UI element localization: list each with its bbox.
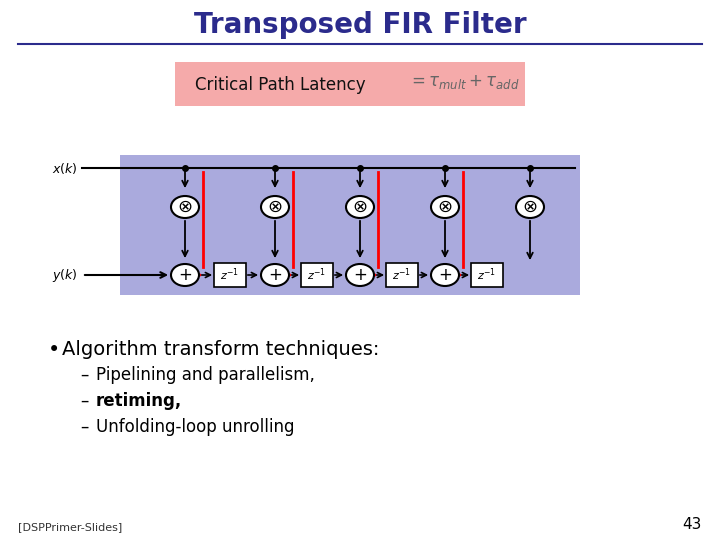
Text: Algorithm transform techniques:: Algorithm transform techniques: [62, 340, 379, 359]
FancyBboxPatch shape [175, 62, 525, 106]
Ellipse shape [346, 264, 374, 286]
Text: $+$: $+$ [353, 266, 367, 284]
Text: –: – [80, 418, 89, 436]
Text: –: – [80, 392, 89, 410]
Ellipse shape [346, 196, 374, 218]
Ellipse shape [431, 196, 459, 218]
FancyBboxPatch shape [120, 155, 580, 295]
Ellipse shape [171, 264, 199, 286]
Text: $\otimes$: $\otimes$ [177, 198, 193, 216]
FancyBboxPatch shape [214, 263, 246, 287]
Text: $= \tau_{mult} + \tau_{add}$: $= \tau_{mult} + \tau_{add}$ [408, 73, 520, 91]
FancyBboxPatch shape [471, 263, 503, 287]
Text: –: – [80, 366, 89, 384]
Text: $z^{-1}$: $z^{-1}$ [477, 267, 497, 284]
Text: retiming,: retiming, [96, 392, 182, 410]
Text: •: • [48, 340, 60, 360]
Text: Critical Path Latency: Critical Path Latency [195, 76, 366, 94]
Text: $z^{-1}$: $z^{-1}$ [220, 267, 240, 284]
Text: $z^{-1}$: $z^{-1}$ [392, 267, 412, 284]
Ellipse shape [171, 196, 199, 218]
Text: $x(k)$: $x(k)$ [53, 160, 78, 176]
Text: [DSPPrimer-Slides]: [DSPPrimer-Slides] [18, 522, 122, 532]
Text: $\otimes$: $\otimes$ [267, 198, 283, 216]
Text: $\otimes$: $\otimes$ [352, 198, 368, 216]
Text: $+$: $+$ [438, 266, 452, 284]
Text: 43: 43 [683, 517, 702, 532]
FancyBboxPatch shape [301, 263, 333, 287]
FancyBboxPatch shape [386, 263, 418, 287]
Ellipse shape [516, 196, 544, 218]
Text: $\otimes$: $\otimes$ [522, 198, 538, 216]
Ellipse shape [431, 264, 459, 286]
Text: Unfolding-loop unrolling: Unfolding-loop unrolling [96, 418, 294, 436]
Text: $+$: $+$ [178, 266, 192, 284]
Ellipse shape [261, 264, 289, 286]
Text: $\otimes$: $\otimes$ [437, 198, 453, 216]
Ellipse shape [261, 196, 289, 218]
Text: Pipelining and parallelism,: Pipelining and parallelism, [96, 366, 315, 384]
Text: $z^{-1}$: $z^{-1}$ [307, 267, 327, 284]
Text: Transposed FIR Filter: Transposed FIR Filter [194, 11, 526, 39]
Text: $+$: $+$ [268, 266, 282, 284]
Text: $y(k)$: $y(k)$ [53, 267, 78, 284]
